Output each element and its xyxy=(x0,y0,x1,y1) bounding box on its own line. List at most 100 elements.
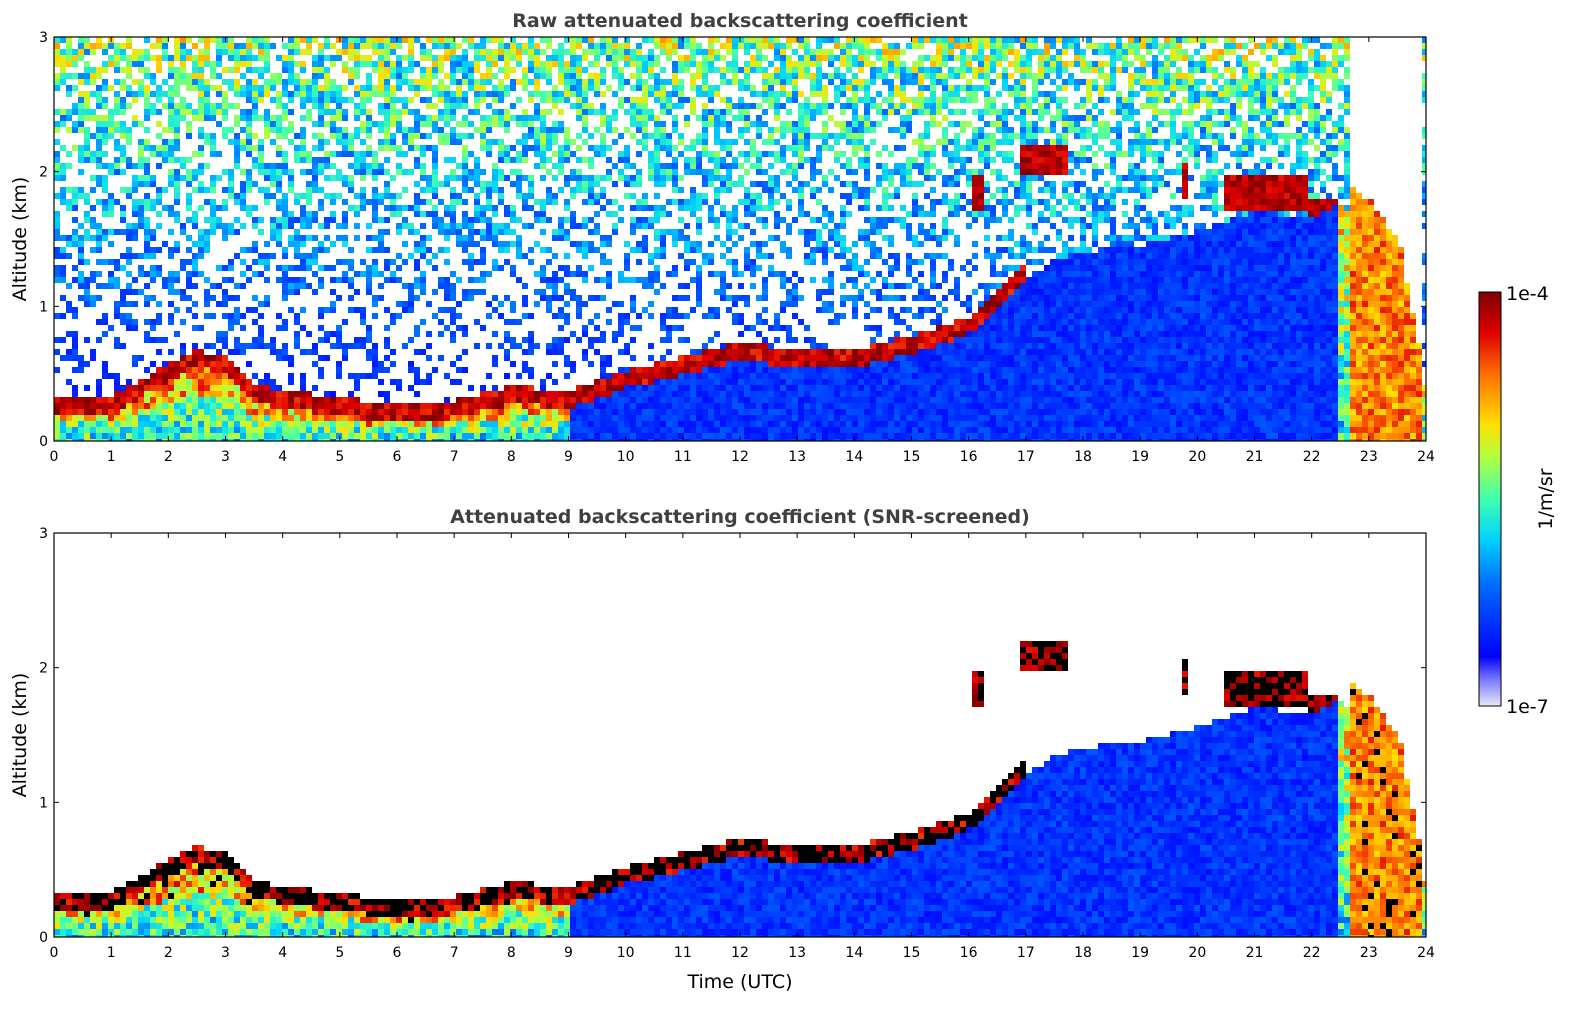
heatmap-cell xyxy=(594,223,600,229)
heatmap-cell xyxy=(492,115,498,121)
heatmap-cell xyxy=(744,325,750,331)
heatmap-cell xyxy=(672,307,678,313)
heatmap-cell xyxy=(210,223,216,229)
heatmap-cell xyxy=(318,397,324,403)
heatmap-cell xyxy=(678,67,684,73)
heatmap-cell xyxy=(288,139,294,145)
heatmap-cell xyxy=(558,427,564,433)
heatmap-cell xyxy=(426,133,432,139)
heatmap-cell xyxy=(582,427,588,433)
heatmap-cell xyxy=(312,67,318,73)
heatmap-cell xyxy=(438,91,444,97)
heatmap-cell xyxy=(450,115,456,121)
heatmap-cell xyxy=(282,133,288,139)
heatmap-cell xyxy=(252,205,258,211)
heatmap-cell xyxy=(60,415,66,421)
heatmap-cell xyxy=(690,163,696,169)
heatmap-cell xyxy=(336,193,342,199)
heatmap-cell xyxy=(96,283,102,289)
heatmap-cell xyxy=(450,67,456,73)
heatmap-cell xyxy=(360,103,366,109)
heatmap-cell xyxy=(654,43,660,49)
heatmap-cell xyxy=(144,295,150,301)
heatmap-cell xyxy=(756,157,762,163)
heatmap-cell xyxy=(96,163,102,169)
heatmap-cell xyxy=(174,241,180,247)
heatmap-cell xyxy=(522,67,528,73)
heatmap-cell xyxy=(156,43,162,49)
heatmap-cell xyxy=(738,421,744,427)
heatmap-cell xyxy=(222,343,228,349)
heatmap-cell xyxy=(192,151,198,157)
heatmap-cell xyxy=(564,145,570,151)
heatmap-cell xyxy=(732,205,738,211)
heatmap-cell xyxy=(672,397,678,403)
heatmap-cell xyxy=(114,403,120,409)
heatmap-cell xyxy=(180,289,186,295)
heatmap-cell xyxy=(774,151,780,157)
heatmap-cell xyxy=(510,439,516,441)
heatmap-cell xyxy=(744,43,750,49)
heatmap-cell xyxy=(678,433,684,439)
heatmap-cell xyxy=(762,307,768,313)
heatmap-cell xyxy=(666,103,672,109)
heatmap-cell xyxy=(582,139,588,145)
heatmap-cell xyxy=(696,223,702,229)
heatmap-cell xyxy=(336,37,342,43)
heatmap-cell xyxy=(294,85,300,91)
heatmap-cell xyxy=(744,73,750,79)
heatmap-cell xyxy=(126,433,132,439)
heatmap-cell xyxy=(504,145,510,151)
heatmap-cell xyxy=(150,235,156,241)
heatmap-cell xyxy=(600,259,606,265)
heatmap-cell xyxy=(690,199,696,205)
heatmap-cell xyxy=(618,217,624,223)
heatmap-cell xyxy=(60,337,66,343)
heatmap-cell xyxy=(270,427,276,433)
heatmap-cell xyxy=(654,247,660,253)
heatmap-cell xyxy=(144,301,150,307)
heatmap-cell xyxy=(264,343,270,349)
heatmap-cell xyxy=(84,337,90,343)
heatmap-cell xyxy=(606,373,612,379)
heatmap-cell xyxy=(522,73,528,79)
heatmap-cell xyxy=(90,187,96,193)
heatmap-cell xyxy=(576,223,582,229)
heatmap-cell xyxy=(354,337,360,343)
heatmap-cell xyxy=(222,235,228,241)
heatmap-cell xyxy=(138,157,144,163)
heatmap-cell xyxy=(174,55,180,61)
heatmap-cell xyxy=(372,403,378,409)
heatmap-cell xyxy=(78,79,84,85)
heatmap-cell xyxy=(336,373,342,379)
heatmap-cell xyxy=(444,37,450,43)
heatmap-cell xyxy=(654,397,660,403)
heatmap-cell xyxy=(246,85,252,91)
heatmap-cell xyxy=(696,295,702,301)
heatmap-cell xyxy=(156,151,162,157)
heatmap-cell xyxy=(396,439,402,441)
heatmap-cell xyxy=(774,103,780,109)
heatmap-cell xyxy=(204,367,210,373)
heatmap-cell xyxy=(774,427,780,433)
heatmap-cell xyxy=(366,265,372,271)
heatmap-cell xyxy=(108,133,114,139)
heatmap-cell xyxy=(702,403,708,409)
heatmap-cell xyxy=(210,295,216,301)
heatmap-cell xyxy=(342,37,348,43)
heatmap-cell xyxy=(492,55,498,61)
heatmap-cell xyxy=(144,139,150,145)
heatmap-cell xyxy=(204,139,210,145)
heatmap-cell xyxy=(138,79,144,85)
heatmap-cell xyxy=(288,277,294,283)
heatmap-cell xyxy=(378,139,384,145)
heatmap-cell xyxy=(528,49,534,55)
heatmap-cell xyxy=(438,307,444,313)
heatmap-cell xyxy=(396,193,402,199)
heatmap-cell xyxy=(210,397,216,403)
heatmap-cell xyxy=(222,223,228,229)
heatmap-cell xyxy=(366,427,372,433)
heatmap-cell xyxy=(804,109,810,115)
heatmap-cell xyxy=(654,121,660,127)
heatmap-cell xyxy=(462,223,468,229)
